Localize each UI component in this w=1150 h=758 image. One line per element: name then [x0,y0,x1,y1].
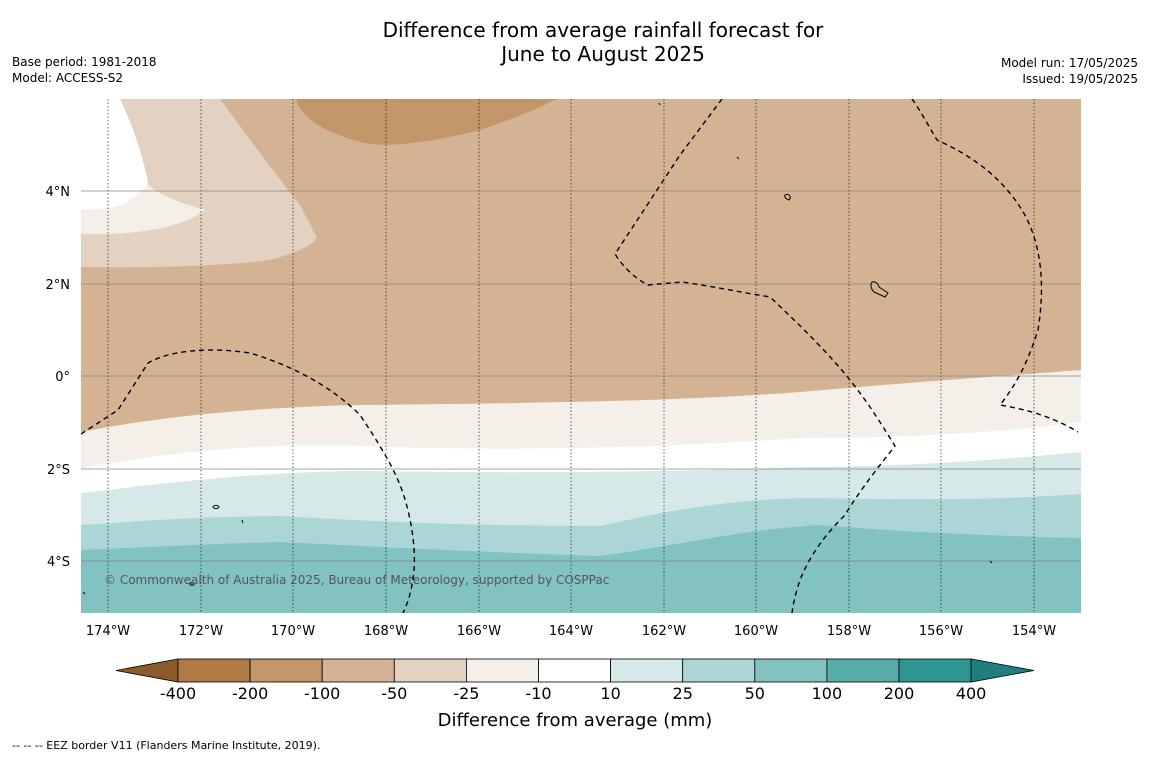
lon-label-166w: 166°W [457,624,501,639]
lon-label-162w: 162°W [642,624,686,639]
colorbar-tick-label: 50 [745,684,765,703]
colorbar-label: Difference from average (mm) [438,710,713,731]
issued-date-text: Issued: 19/05/2025 [1022,72,1138,86]
islands [82,102,993,595]
map-title-line-1: Difference from average rainfall forecas… [382,18,824,42]
colorbar-tick-label: 100 [812,684,843,703]
colorbar-segment [682,658,756,683]
colorbar-tick-label: -400 [160,684,196,703]
lat-label-4s: 4°S [47,555,70,570]
colorbar-extend-low [115,658,179,683]
lon-label-174w: 174°W [86,624,130,639]
band-minus100-to-minus50 [81,99,1081,432]
colorbar-tick-label: -10 [525,684,551,703]
model-info: Base period: 1981-2018 Model: ACCESS-S2 [12,54,157,86]
lat-label-4n: 4°N [46,185,71,200]
lon-label-170w: 170°W [271,624,315,639]
colorbar-segment [754,658,828,683]
base-period-text: Base period: 1981-2018 [12,55,157,69]
colorbar-tick-label: 10 [600,684,620,703]
map-title: Difference from average rainfall forecas… [0,18,1150,66]
colorbar: Difference from average (mm) -400 -200 -10… [115,658,1035,731]
band-near-average-northwest [81,99,148,211]
eez-borders [81,99,1079,613]
colorbar-segment [249,658,323,683]
lat-axis-labels: 4°N 2°N 0° 2°S 4°S [46,185,71,570]
lon-label-172w: 172°W [179,624,223,639]
colorbar-segment [610,658,684,683]
lon-label-168w: 168°W [364,624,408,639]
lat-label-2n: 2°N [46,278,71,293]
lon-label-158w: 158°W [827,624,871,639]
lat-label-equator: 0° [55,370,70,385]
colorbar-tick-label: -100 [304,684,340,703]
colorbar-tick-label: -25 [453,684,479,703]
colorbar-segment [177,658,251,683]
colorbar-segment [826,658,900,683]
map-title-line-2: June to August 2025 [501,42,705,66]
lon-label-154w: 154°W [1012,624,1056,639]
eez-border-note: -- -- -- EEZ border V11 (Flanders Marine… [12,739,321,752]
lon-label-156w: 156°W [919,624,963,639]
rainfall-anomaly-map: © Commonwealth of Australia 2025, Bureau… [81,99,1081,613]
colorbar-tick-label: -200 [232,684,268,703]
lat-label-2s: 2°S [47,463,70,478]
lon-axis-labels: 174°W 172°W 170°W 168°W 166°W 164°W 162°… [86,624,1056,639]
colorbar-tick-label: 400 [956,684,987,703]
colorbar-segment [465,658,539,683]
colorbar-tick-label: -50 [381,684,407,703]
model-run-text: Model run: 17/05/2025 [1000,56,1138,70]
lon-label-164w: 164°W [549,624,593,639]
run-info: Model run: 17/05/2025 Issued: 19/05/2025 [1001,55,1138,87]
colorbar-extend-high [970,658,1035,683]
model-name-text: Model: ACCESS-S2 [12,71,124,85]
copyright-text: © Commonwealth of Australia 2025, Bureau… [104,573,609,587]
colorbar-segment [538,658,611,683]
colorbar-segment [393,658,467,683]
colorbar-tick-label: 200 [884,684,915,703]
colorbar-segment [898,658,972,683]
colorbar-tick-label: 25 [673,684,693,703]
band-minus200-to-minus100 [296,99,557,145]
meridian-lines [107,99,1035,613]
colorbar-segment [321,658,395,683]
parallel-lines [81,190,1081,562]
lon-label-160w: 160°W [734,624,778,639]
